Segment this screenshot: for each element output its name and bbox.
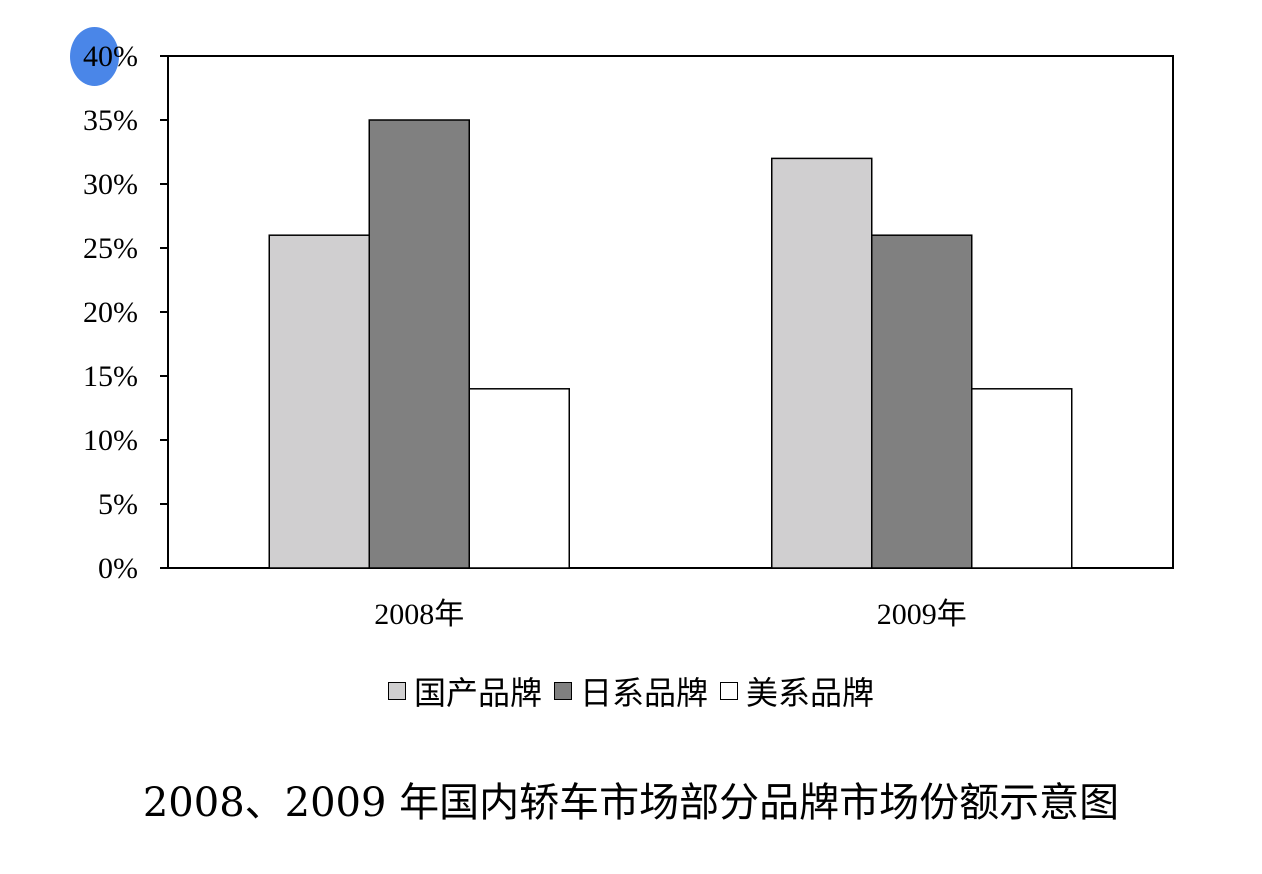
legend-swatch-american bbox=[720, 682, 738, 700]
legend-item-domestic: 国产品牌 bbox=[387, 668, 542, 714]
y-tick-label: 10% bbox=[83, 424, 138, 457]
bar-chart: 0% 5% 10% 15% 20% 25% 30% 35% 40% 2008年 2009年 bbox=[83, 40, 1174, 631]
legend-item-japanese: 日系品牌 bbox=[553, 668, 708, 714]
legend-label-american: 美系品牌 bbox=[746, 674, 875, 712]
highlight-marker bbox=[70, 27, 119, 86]
x-tick-label: 2008年 bbox=[374, 598, 464, 631]
bar-1-0 bbox=[771, 157, 873, 569]
y-tick-label: 0% bbox=[98, 552, 138, 585]
bar-1-1 bbox=[871, 234, 973, 569]
bar-1-2 bbox=[971, 388, 1073, 569]
legend: 国产品牌 日系品牌 美系品牌 bbox=[0, 668, 1262, 714]
bars bbox=[268, 119, 1073, 569]
y-tick-label: 25% bbox=[83, 232, 138, 265]
y-tick-label: 5% bbox=[98, 488, 138, 521]
legend-label-japanese: 日系品牌 bbox=[579, 674, 708, 712]
bar-0-2 bbox=[468, 388, 570, 569]
x-axis: 2008年 2009年 bbox=[374, 598, 967, 631]
y-tick-label: 35% bbox=[83, 104, 138, 137]
legend-swatch-japanese bbox=[553, 682, 572, 700]
legend-swatch-domestic bbox=[387, 682, 406, 700]
y-tick-label: 40% bbox=[83, 40, 138, 73]
chart-title: 2008、2009 年国内轿车市场部分品牌市场份额示意图 bbox=[142, 780, 1120, 826]
y-axis: 0% 5% 10% 15% 20% 25% 30% 35% 40% bbox=[83, 40, 168, 585]
legend-label-domestic: 国产品牌 bbox=[413, 674, 542, 712]
x-tick-label: 2009年 bbox=[877, 598, 967, 631]
bar-0-0 bbox=[268, 234, 370, 569]
bar-0-1 bbox=[368, 119, 470, 569]
y-tick-label: 15% bbox=[83, 360, 138, 393]
y-tick-label: 30% bbox=[83, 168, 138, 201]
legend-item-american: 美系品牌 bbox=[720, 668, 874, 714]
y-tick-label: 20% bbox=[83, 296, 138, 329]
